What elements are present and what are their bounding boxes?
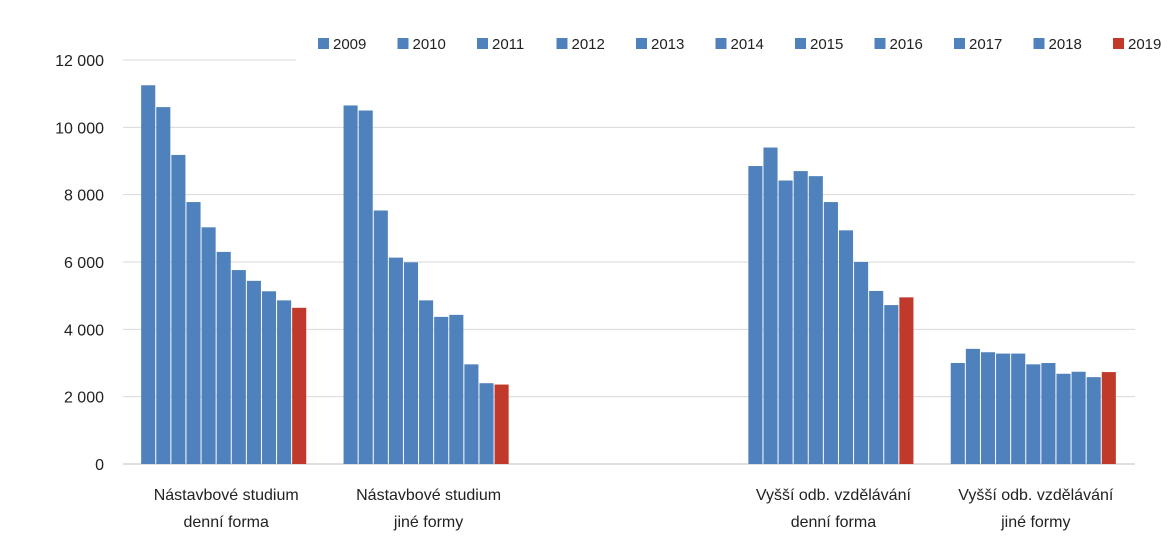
legend: 2009 2010 2011 2012 2013 2014 2015 2016 2017 2018… xyxy=(318,36,1161,53)
bar-2014-cat-0 xyxy=(216,251,231,464)
bar-2010-cat-4 xyxy=(965,348,980,464)
bar-2010-cat-1 xyxy=(358,110,373,464)
legend-label-2012: 2012 xyxy=(572,36,605,53)
bar-2014-cat-3 xyxy=(823,202,838,464)
y-tick-label: 12 000 xyxy=(55,53,104,70)
y-tick-label: 10 000 xyxy=(55,120,104,137)
bar-2015-cat-0 xyxy=(231,270,246,464)
legend-swatch-2015 xyxy=(795,38,806,49)
bar-2009-cat-3 xyxy=(748,166,763,465)
legend-label-2019: 2019 xyxy=(1128,36,1161,53)
legend-label-2009: 2009 xyxy=(333,36,366,53)
bar-2015-cat-1 xyxy=(434,316,449,464)
legend-label-2011: 2011 xyxy=(492,36,524,53)
legend-swatch-2010 xyxy=(397,38,409,49)
bar-2012-cat-4 xyxy=(996,353,1011,464)
legend-swatch-2019 xyxy=(1113,38,1124,49)
bar-2013-cat-4 xyxy=(1011,353,1026,464)
legend-label-2018: 2018 xyxy=(1049,36,1082,53)
category-label-1-line-0: Nástavbové studium xyxy=(356,487,501,504)
category-label-0-line-0: Nástavbové studium xyxy=(154,487,299,504)
y-tick-label: 8 000 xyxy=(64,188,104,205)
bar-2018-cat-0 xyxy=(277,300,292,464)
legend-label-2016: 2016 xyxy=(890,36,923,53)
legend-swatch-2013 xyxy=(636,38,647,49)
legend-label-2015: 2015 xyxy=(810,36,843,53)
bar-2017-cat-3 xyxy=(869,290,884,464)
bar-2015-cat-4 xyxy=(1041,363,1056,464)
category-label-4-line-1: jiné formy xyxy=(1000,514,1070,531)
legend-swatch-2012 xyxy=(556,38,568,49)
legend-swatch-2016 xyxy=(874,38,886,49)
legend-label-2010: 2010 xyxy=(413,36,446,53)
bar-2012-cat-0 xyxy=(186,202,201,464)
bar-2014-cat-4 xyxy=(1026,364,1041,464)
y-tick-label: 4 000 xyxy=(64,322,104,339)
bar-2019-cat-0 xyxy=(292,307,307,464)
bar-2019-cat-4 xyxy=(1101,372,1116,464)
y-tick-label: 0 xyxy=(95,457,104,474)
category-label-1-line-1: jiné formy xyxy=(393,514,463,531)
bar-2013-cat-1 xyxy=(403,262,419,464)
bar-2018-cat-3 xyxy=(884,305,899,464)
legend-swatch-2017 xyxy=(954,38,965,49)
bar-2018-cat-1 xyxy=(479,383,494,464)
bar-2009-cat-1 xyxy=(343,105,358,464)
legend-label-2014: 2014 xyxy=(731,36,764,53)
legend-swatch-2011 xyxy=(477,38,488,49)
bar-2019-cat-1 xyxy=(494,384,509,464)
bar-2016-cat-1 xyxy=(449,314,464,464)
bar-2015-cat-3 xyxy=(838,230,854,464)
legend-label-2013: 2013 xyxy=(651,36,684,53)
bar-2009-cat-4 xyxy=(950,363,965,464)
legend-swatch-2014 xyxy=(715,38,727,49)
legend-label-2017: 2017 xyxy=(969,36,1002,53)
bar-2012-cat-3 xyxy=(793,171,808,464)
y-tick-label: 6 000 xyxy=(64,255,104,272)
bar-2018-cat-4 xyxy=(1086,377,1101,464)
category-label-0-line-1: denní forma xyxy=(184,514,269,531)
bar-2011-cat-0 xyxy=(171,154,186,464)
bar-2013-cat-3 xyxy=(808,176,823,464)
legend-swatch-2018 xyxy=(1033,38,1045,49)
category-label-4-line-0: Vyšší odb. vzdělávání xyxy=(958,487,1114,504)
bar-2013-cat-0 xyxy=(201,227,216,464)
bar-2019-cat-3 xyxy=(899,297,914,464)
bar-2016-cat-0 xyxy=(246,280,261,464)
bar-2010-cat-3 xyxy=(763,147,778,464)
category-label-3-line-1: denní forma xyxy=(791,514,876,531)
x-axis-category-labels: Nástavbové studium denní forma Nástavbové … xyxy=(154,487,1114,531)
legend-swatch-2009 xyxy=(318,38,329,49)
y-axis-ticks: 0 2 000 4 000 6 000 8 000 10 000 12 000 xyxy=(55,53,104,474)
bar-2017-cat-1 xyxy=(464,364,479,464)
bar-2017-cat-4 xyxy=(1071,371,1086,464)
bar-2011-cat-1 xyxy=(373,210,388,464)
bar-2016-cat-3 xyxy=(854,262,869,464)
bar-2011-cat-3 xyxy=(778,180,793,464)
bars xyxy=(141,85,1116,465)
y-tick-label: 2 000 xyxy=(64,390,104,407)
bar-2010-cat-0 xyxy=(156,107,171,464)
bar-2011-cat-4 xyxy=(980,352,996,464)
category-label-3-line-0: Vyšší odb. vzdělávání xyxy=(756,487,912,504)
bar-2014-cat-1 xyxy=(419,300,434,464)
bar-2009-cat-0 xyxy=(141,85,156,464)
bar-2017-cat-0 xyxy=(261,291,277,464)
bar-2016-cat-4 xyxy=(1056,373,1071,464)
bar-2012-cat-1 xyxy=(388,257,403,464)
